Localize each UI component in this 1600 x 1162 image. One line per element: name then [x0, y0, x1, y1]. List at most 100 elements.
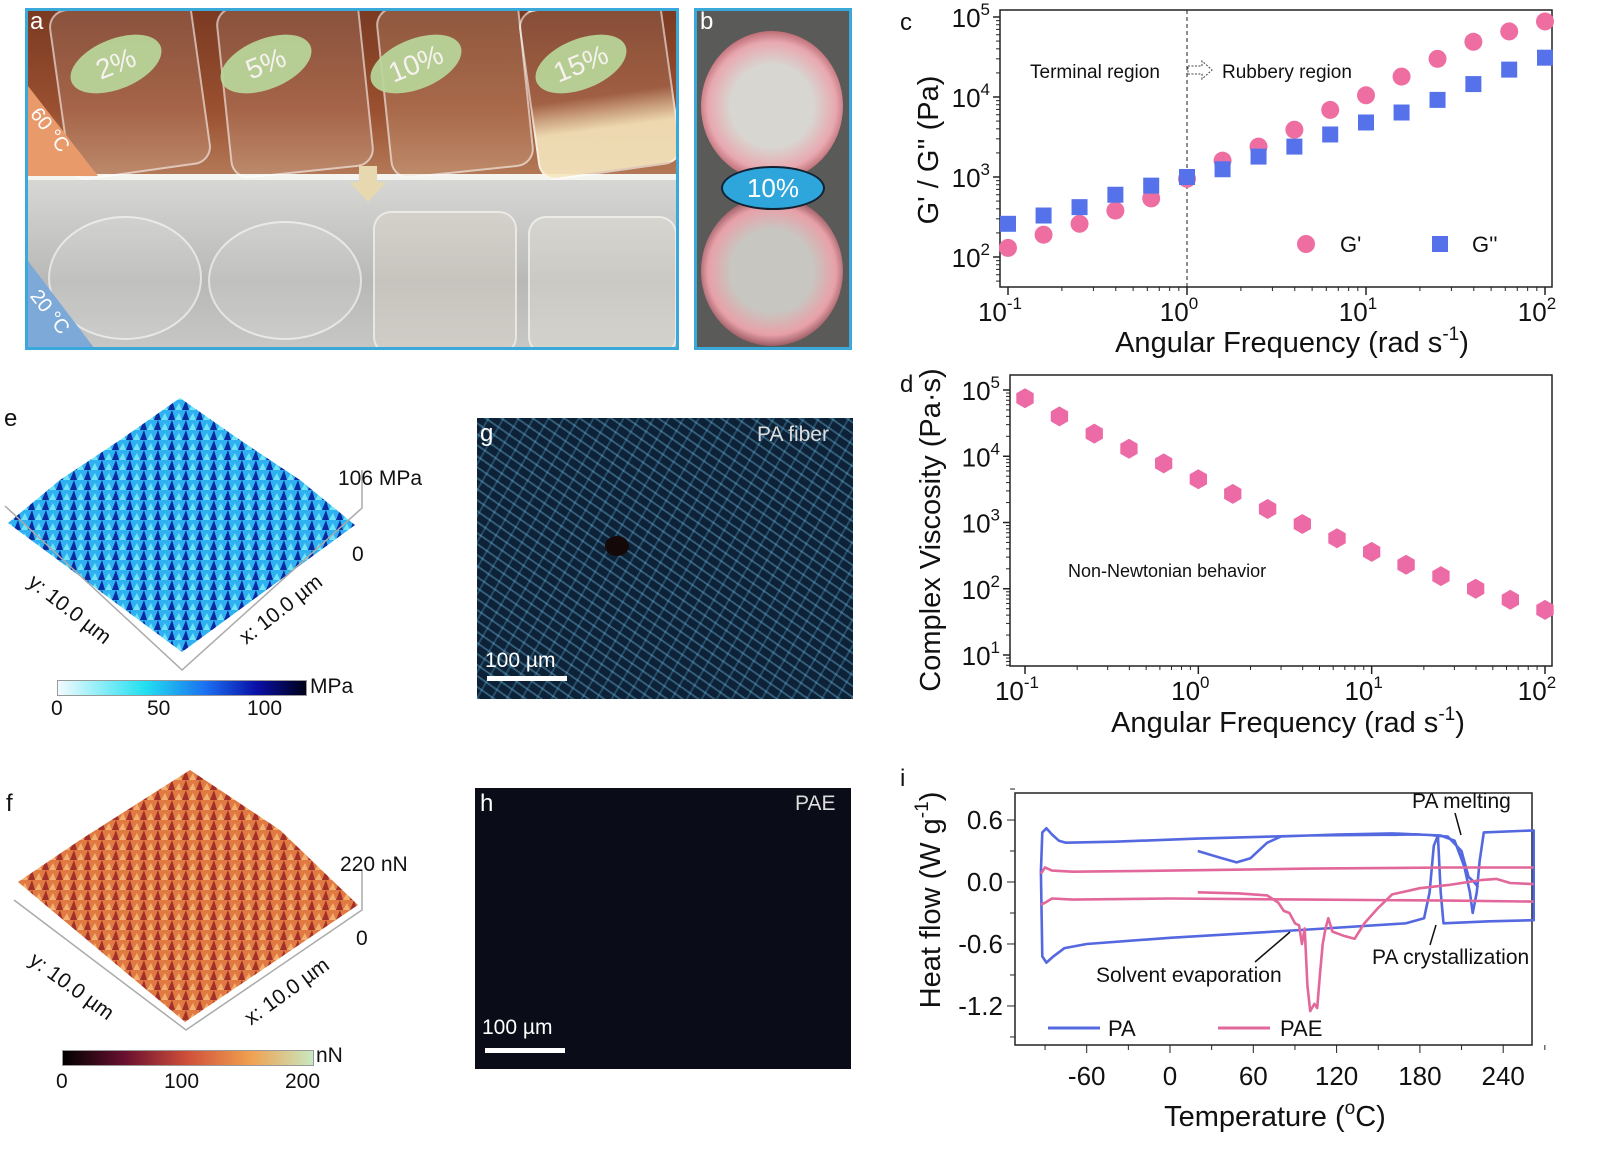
y-tick-label: 102 [952, 240, 990, 273]
gdoubleprime-point [1107, 186, 1124, 203]
panel-f-label: f [6, 790, 13, 817]
plot-frame [1009, 374, 1553, 667]
legend-marker-gdoubleprime [1432, 236, 1448, 252]
y-tick-label: 0.0 [967, 867, 1003, 897]
micrograph-title: PAE [795, 792, 836, 815]
vial-15-cold [528, 216, 676, 347]
y-tick-label: 104 [962, 439, 1000, 472]
gprime-point [1536, 12, 1554, 31]
concentration-badge: 10% [721, 166, 825, 210]
pae-curve [1040, 897, 1534, 906]
gprime-point [1321, 100, 1340, 119]
gdoubleprime-point [1214, 161, 1231, 178]
colorbar-unit: MPa [310, 675, 354, 698]
x-tick-label: 60 [1239, 1061, 1268, 1091]
colorbar [57, 680, 307, 696]
y-tick-label: 104 [952, 80, 990, 113]
x-tick-label: -60 [1068, 1061, 1106, 1091]
colorbar-tick: 0 [51, 697, 63, 720]
zero-label: 0 [356, 927, 368, 950]
viscosity-point [1397, 554, 1415, 575]
transition-arrow-icon [1187, 59, 1213, 81]
x-tick-label: 100 [1160, 294, 1198, 327]
y-tick-label: 105 [952, 0, 990, 33]
y-tick-label: 0.6 [967, 805, 1003, 835]
pae-micrograph [475, 788, 851, 1069]
gdoubleprime-point [1393, 104, 1410, 121]
x-tick-label: 101 [1339, 294, 1377, 327]
x-tick-label: 120 [1315, 1061, 1358, 1091]
gprime-point [1285, 120, 1304, 139]
modulus-surface-map [4, 398, 363, 672]
panel-a-photo: 2% 5% 10% 15% 60 °C 20 °C [25, 8, 679, 350]
viscosity-point [1016, 388, 1034, 409]
pa-curve [1039, 826, 1535, 964]
pa-melting-label: PA melting [1412, 790, 1511, 813]
gprime-point [1464, 32, 1483, 51]
viscosity-point [1050, 406, 1069, 427]
x-tick-label: 101 [1344, 673, 1382, 706]
y-tick-label: 105 [962, 373, 1000, 406]
chart-c-ylabel: G' / G'' (Pa) [913, 76, 945, 225]
colorbar-tick: 50 [147, 697, 171, 720]
x-tick-label: 0 [1163, 1061, 1177, 1091]
chart-i-xlabel: Temperature (oC) [1164, 1098, 1386, 1133]
legend-label-pae: PAE [1280, 1016, 1322, 1041]
y-tick-label: 103 [952, 160, 990, 193]
zero-label: 0 [352, 543, 364, 566]
non-newtonian-label: Non-Newtonian behavior [1068, 561, 1266, 581]
panel-h-label: h [480, 790, 494, 817]
pa-fiber-micrograph [477, 418, 853, 699]
viscosity-point [1258, 499, 1277, 519]
legend-label-gdoubleprime: G'' [1472, 232, 1498, 257]
x-tick-label: 10-1 [978, 294, 1022, 327]
chart-i: -60 0 60 120 180 240 0.6 0.0 -0.6 -1.2 [958, 788, 1546, 1091]
panel-e-label: e [4, 405, 18, 432]
gprime-point [1142, 189, 1161, 208]
gdoubleprime-point [1429, 91, 1446, 108]
solvent-evaporation-label: Solvent evaporation [1096, 964, 1282, 987]
x-tick-label: 100 [1171, 673, 1209, 706]
solvent-evaporation-arrow [1254, 931, 1291, 963]
y-tick-label: 101 [962, 638, 1000, 671]
gdoubleprime-point [1465, 76, 1482, 93]
gdoubleprime-point [1537, 49, 1553, 66]
dark-spot [605, 536, 629, 556]
shelf-line [28, 174, 676, 180]
viscosity-point [1155, 453, 1173, 474]
viscosity-point [1120, 438, 1138, 459]
colorbar [62, 1050, 314, 1066]
viscosity-point [1328, 528, 1346, 549]
panel-i-label: i [900, 765, 905, 792]
rubbery-region-label: Rubbery region [1222, 62, 1352, 83]
chart-i-ylabel: Heat flow (W g-1) [912, 792, 947, 1009]
x-tick-label: 10-1 [995, 673, 1039, 706]
legend-label-pa: PA [1108, 1016, 1136, 1041]
chart-c-xlabel: Angular Frequency (rad s-1) [1115, 324, 1469, 359]
pa-crystallization-arrow [1429, 924, 1437, 946]
y-tick-label: 103 [962, 506, 1000, 539]
gprime-point [1500, 22, 1519, 41]
max-label: 220 nN [340, 853, 408, 876]
gdoubleprime-point [1286, 138, 1303, 155]
axis-lines [4, 470, 363, 672]
vial-5-cold [208, 221, 362, 340]
vial-top [701, 31, 843, 181]
vial-10-cold [373, 211, 517, 347]
chart-d: 10-1 100 101 102 101 102 103 104 105 [962, 373, 1557, 706]
axis-lines [13, 870, 363, 1031]
viscosity-point [1536, 599, 1554, 620]
gdoubleprime-point [1501, 61, 1518, 78]
gdoubleprime-point [1179, 169, 1195, 185]
panel-d-label: d [900, 371, 913, 398]
terminal-region-label: Terminal region [1030, 62, 1160, 83]
plot-frame [999, 9, 1553, 288]
surface [8, 398, 355, 652]
pa-crystallization-label: PA crystallization [1372, 946, 1529, 969]
gprime-point [1106, 201, 1125, 220]
viscosity-point [1189, 469, 1207, 490]
plot-frame [1014, 792, 1533, 1046]
gdoubleprime-point [1071, 199, 1088, 216]
x-tick-label: 240 [1482, 1061, 1525, 1091]
